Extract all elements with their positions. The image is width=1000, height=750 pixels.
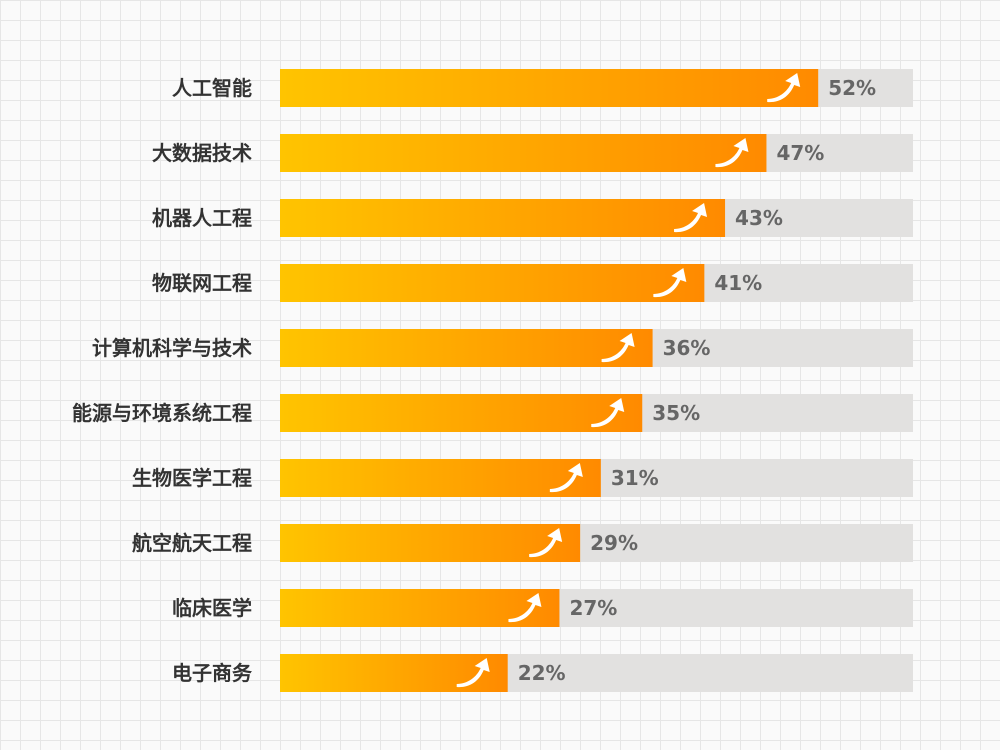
bar-row: 物联网工程 41% — [152, 264, 913, 302]
value-label: 43% — [735, 206, 783, 230]
category-label: 物联网工程 — [152, 271, 252, 295]
value-label: 31% — [611, 466, 659, 490]
bar-row: 临床医学 27% — [172, 589, 913, 627]
bar-rows: 人工智能 52% 大数据技术 47% 机器人工程 43% 物联网工程 41% 计算机科学与技术 3… — [72, 69, 913, 692]
trend-up-arrow-icon — [508, 593, 542, 623]
category-label: 电子商务 — [172, 661, 253, 685]
bar-row: 航空航天工程 29% — [132, 524, 913, 562]
category-label: 生物医学工程 — [132, 466, 252, 490]
value-label: 41% — [714, 271, 762, 295]
value-label: 36% — [663, 336, 711, 360]
bar-row: 计算机科学与技术 36% — [92, 329, 913, 367]
value-label: 22% — [518, 661, 566, 685]
trend-up-arrow-icon — [653, 268, 687, 298]
bar-row: 机器人工程 43% — [152, 199, 913, 237]
bar — [280, 459, 601, 497]
bar — [280, 134, 767, 172]
category-label: 计算机科学与技术 — [92, 336, 252, 360]
bar-row: 人工智能 52% — [172, 69, 913, 107]
bar — [280, 199, 726, 237]
value-label: 35% — [652, 401, 700, 425]
category-label: 人工智能 — [172, 76, 252, 100]
bar — [280, 394, 643, 432]
bar-row: 能源与环境系统工程 35% — [72, 394, 913, 432]
trend-up-arrow-icon — [674, 203, 708, 233]
trend-up-arrow-icon — [456, 658, 490, 688]
value-label: 29% — [590, 531, 638, 555]
bar — [280, 329, 653, 367]
trend-up-arrow-icon — [715, 138, 749, 168]
trend-up-arrow-icon — [767, 73, 801, 103]
value-label: 27% — [569, 596, 617, 620]
bar-row: 电子商务 22% — [172, 654, 913, 692]
trend-up-arrow-icon — [549, 463, 583, 493]
category-label: 机器人工程 — [152, 206, 252, 230]
category-label: 能源与环境系统工程 — [72, 401, 252, 425]
bar-row: 生物医学工程 31% — [132, 459, 913, 497]
bar — [280, 654, 508, 692]
value-label: 47% — [776, 141, 824, 165]
trend-up-arrow-icon — [601, 333, 635, 363]
value-label: 52% — [828, 76, 876, 100]
category-label: 临床医学 — [172, 596, 252, 620]
bar-row: 大数据技术 47% — [152, 134, 913, 172]
bar — [280, 69, 819, 107]
trend-up-arrow-icon — [529, 528, 563, 558]
category-label: 航空航天工程 — [132, 531, 252, 555]
trend-up-arrow-icon — [591, 398, 625, 428]
category-label: 大数据技术 — [152, 141, 252, 165]
bar — [280, 264, 705, 302]
